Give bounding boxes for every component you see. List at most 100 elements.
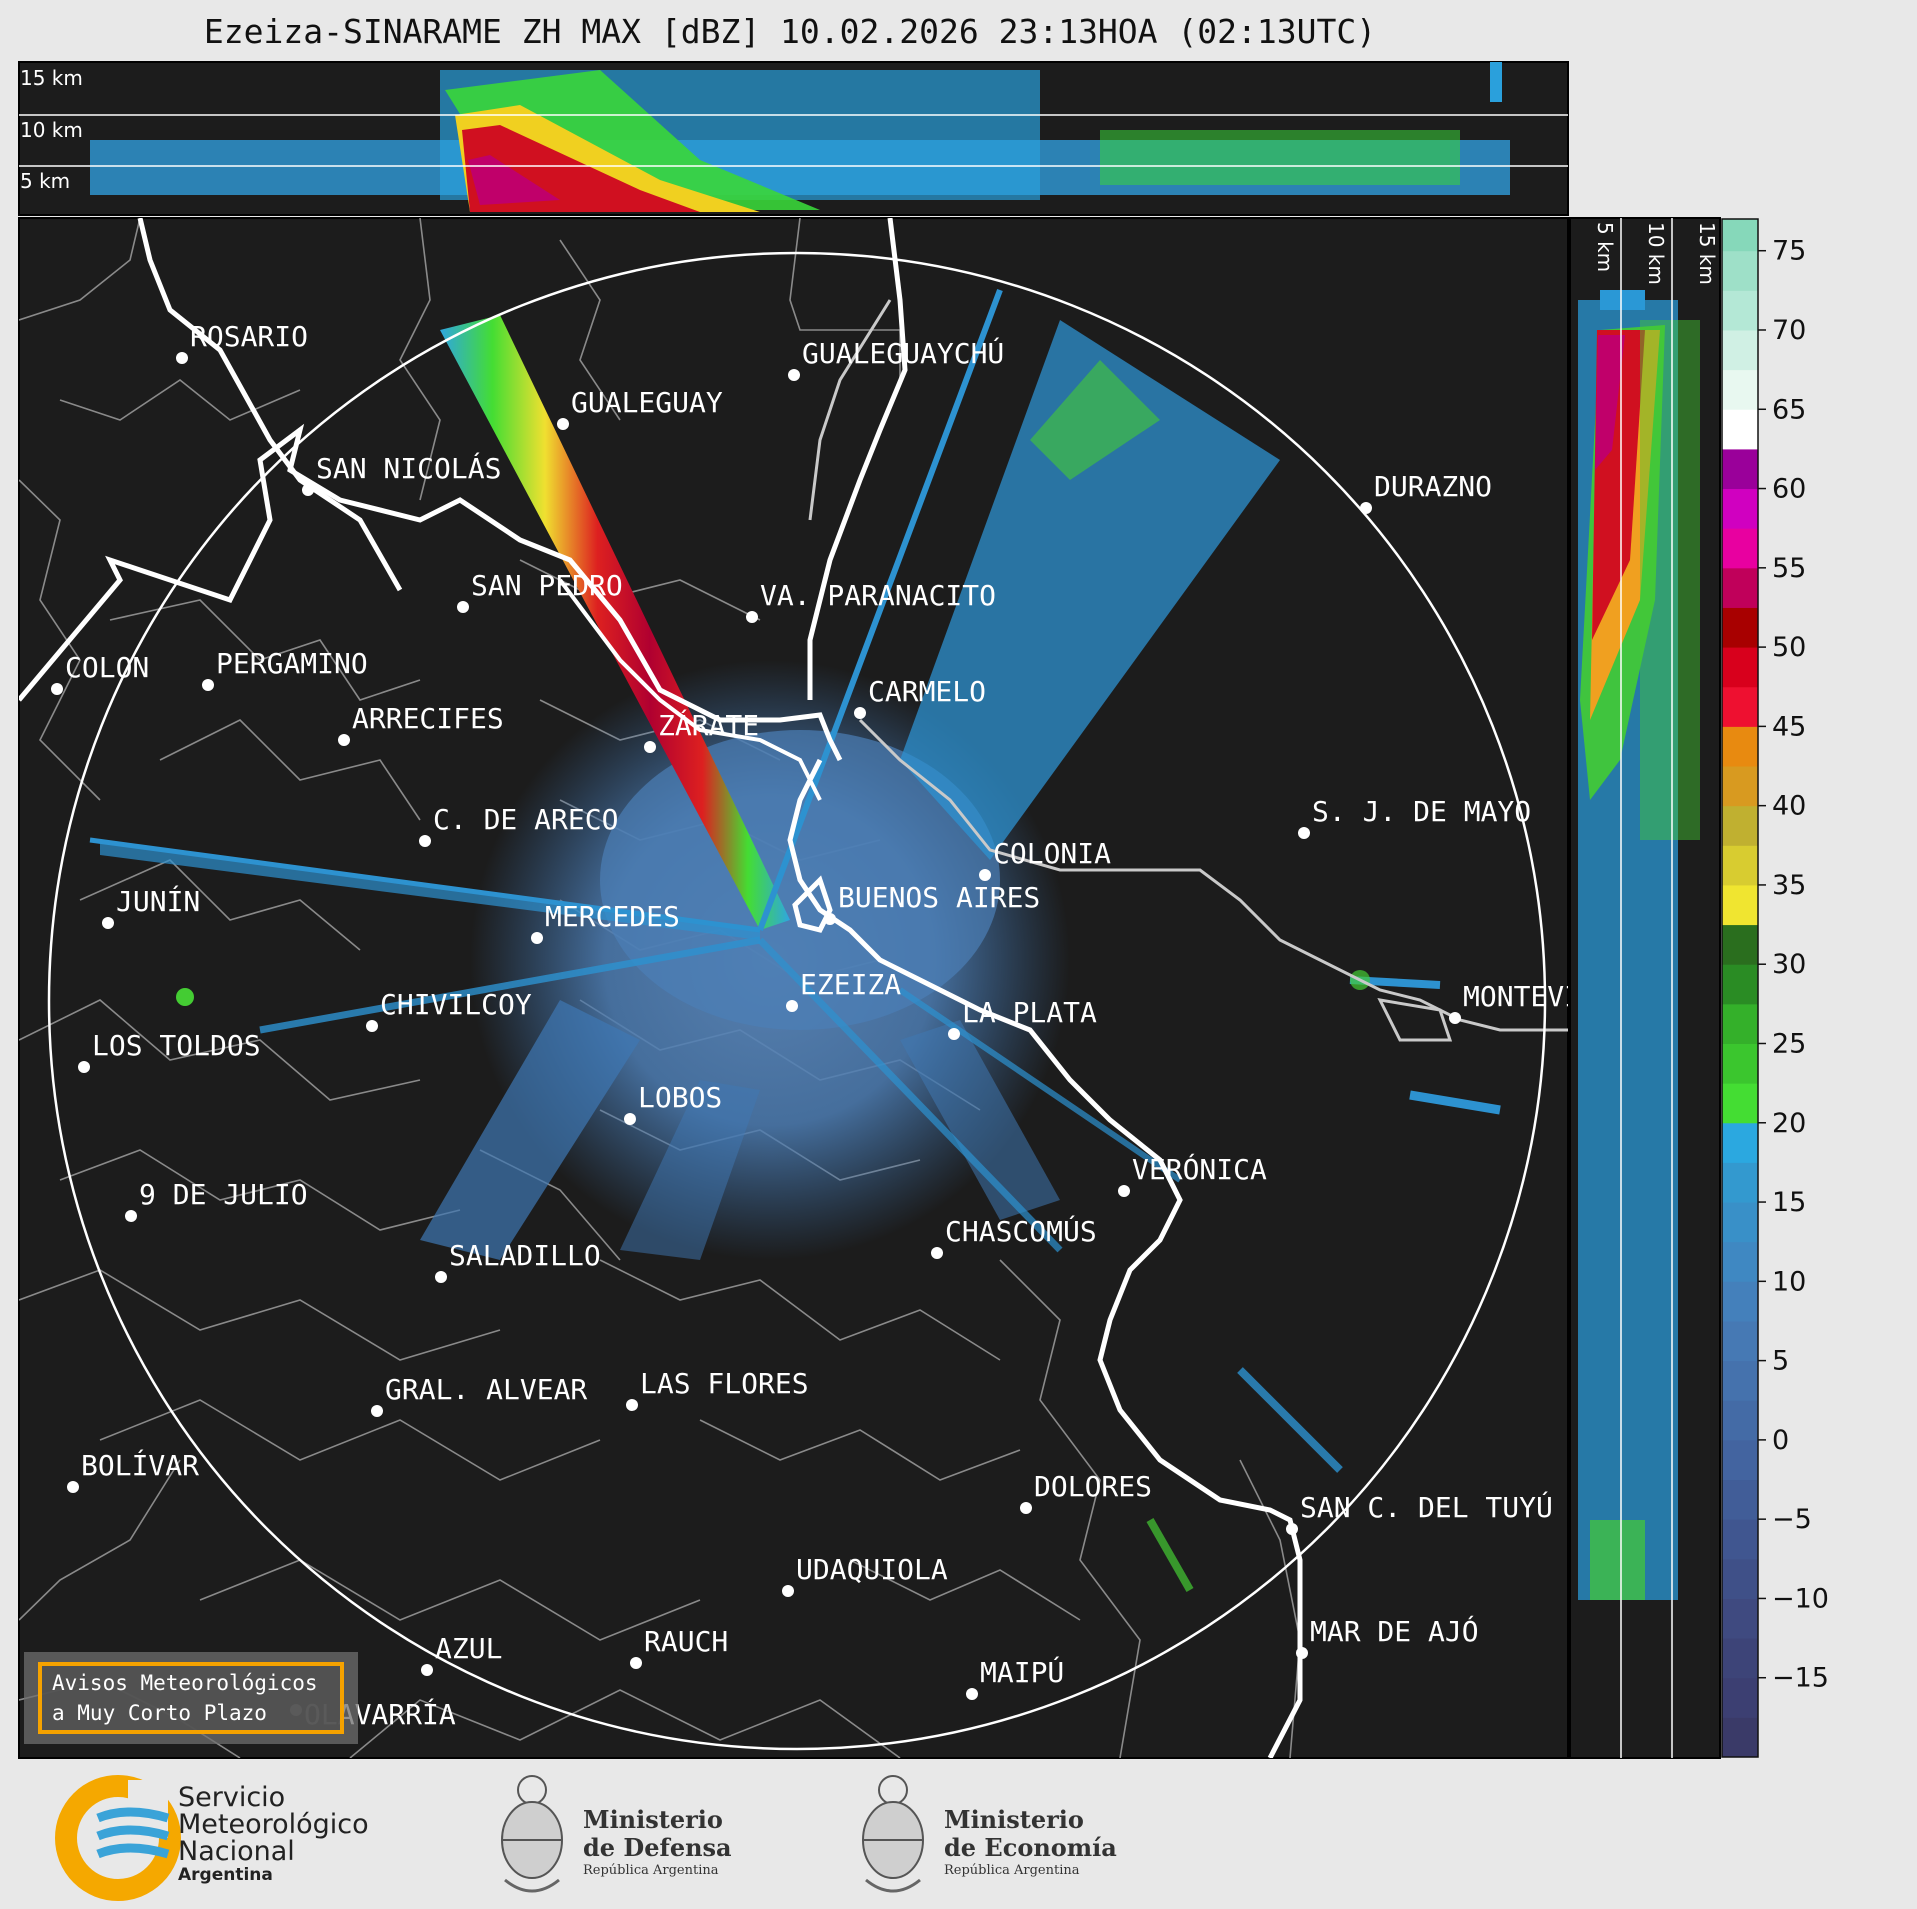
colorbar-tick-label: 75 xyxy=(1772,236,1806,267)
economia-line-3: República Argentina xyxy=(944,1863,1080,1878)
colorbar-band xyxy=(1722,488,1758,529)
city-marker-dolores xyxy=(1020,1502,1032,1514)
smn-logo-text: Servicio Meteorológico Nacional Argentin… xyxy=(178,1784,369,1885)
city-label-azul: AZUL xyxy=(435,1632,502,1665)
colorbar-tick-label: 40 xyxy=(1772,791,1806,822)
city-label-lobos: LOBOS xyxy=(638,1081,722,1114)
colorbar-tick-label: 60 xyxy=(1772,474,1806,505)
city-label-udaquiola: UDAQUIOLA xyxy=(796,1553,948,1586)
colorbar-band xyxy=(1722,1122,1758,1163)
smn-line-1: Servicio xyxy=(178,1782,286,1813)
city-marker-lobos xyxy=(624,1113,636,1125)
economia-line-1: Ministerio xyxy=(944,1805,1084,1834)
city-marker-azul xyxy=(421,1664,433,1676)
colorbar-band xyxy=(1722,1003,1758,1044)
top-height-label-15: 15 km xyxy=(20,66,83,90)
city-label-gral-alvear: GRAL. ALVEAR xyxy=(385,1373,587,1406)
colorbar-band xyxy=(1722,845,1758,886)
city-label-s-j-de-mayo: S. J. DE MAYO xyxy=(1312,795,1531,828)
city-label-las-flores: LAS FLORES xyxy=(640,1367,809,1400)
top-echo-band xyxy=(90,62,1510,212)
defensa-line-1: Ministerio xyxy=(583,1805,723,1834)
city-marker-9-de-julio xyxy=(125,1210,137,1222)
colorbar-band xyxy=(1722,1320,1758,1362)
city-label-pergamino: PERGAMINO xyxy=(216,647,368,680)
colorbar-band xyxy=(1722,1043,1758,1084)
city-label-durazno: DURAZNO xyxy=(1374,470,1492,503)
economia-coat-of-arms xyxy=(862,1775,924,1893)
colorbar-tick-label: 45 xyxy=(1772,711,1806,742)
economia-logo-text: Ministerio de Economía República Argenti… xyxy=(944,1806,1117,1880)
colorbar-band xyxy=(1722,409,1758,450)
chart-title: Ezeiza-SINARAME ZH MAX [dBZ] 10.02.2026 … xyxy=(203,12,1377,51)
city-marker-s-j-de-mayo xyxy=(1298,827,1310,839)
city-marker-chivilcoy xyxy=(366,1020,378,1032)
city-marker-montevideo xyxy=(1449,1012,1461,1024)
city-marker-mercedes xyxy=(531,932,543,944)
city-label-carmelo: CARMELO xyxy=(868,675,986,708)
side-echo-band xyxy=(1578,290,1700,1600)
city-label-san-c-del-tuyu: SAN C. DEL TUYÚ xyxy=(1300,1490,1553,1524)
colorbar-band xyxy=(1722,1519,1758,1560)
colorbar-band xyxy=(1722,647,1758,688)
colorbar-band xyxy=(1722,607,1758,648)
colorbar-band xyxy=(1722,1439,1758,1481)
top-cross-section-panel: 15 km 10 km 5 km xyxy=(18,61,1569,216)
city-marker-mar-de-ajo xyxy=(1296,1647,1308,1659)
city-label-mar-de-ajo: MAR DE AJÓ xyxy=(1310,1614,1479,1648)
colorbar-tick-label: 20 xyxy=(1772,1108,1806,1139)
city-label-gualeguay: GUALEGUAY xyxy=(571,386,723,419)
colorbar-band xyxy=(1722,290,1758,331)
colorbar-band xyxy=(1722,1717,1758,1758)
colorbar-band xyxy=(1722,726,1758,767)
colorbar-tick-label: −15 xyxy=(1772,1663,1829,1694)
city-label-maipu: MAIPÚ xyxy=(980,1655,1064,1689)
city-label-va-paranacito: VA. PARANACITO xyxy=(760,579,996,612)
smn-line-2: Meteorológico xyxy=(178,1809,369,1840)
colorbar-tick-label: 30 xyxy=(1772,949,1806,980)
city-label-rosario: ROSARIO xyxy=(190,320,308,353)
top-height-label-10: 10 km xyxy=(20,118,83,142)
city-label-rauch: RAUCH xyxy=(644,1625,728,1658)
colorbar-band xyxy=(1722,1202,1758,1243)
colorbar-band xyxy=(1722,805,1758,846)
city-label-9-de-julio: 9 DE JULIO xyxy=(139,1178,308,1211)
city-label-arrecifes: ARRECIFES xyxy=(352,702,504,735)
city-marker-junin xyxy=(102,917,114,929)
city-marker-carmelo xyxy=(854,707,866,719)
economia-line-2: de Economía xyxy=(944,1833,1117,1862)
city-marker-durazno xyxy=(1360,502,1372,514)
radar-map-panel: ROSARIO GUALEGUAYCHÚ GUALEGUAY SAN NICOLÁS D… xyxy=(18,217,1569,1759)
city-marker-colonia xyxy=(979,869,991,881)
city-label-colon: COLON xyxy=(65,651,149,684)
colorbar-tick-label: 5 xyxy=(1772,1346,1789,1377)
colorbar-band xyxy=(1722,1162,1758,1203)
colorbar-band xyxy=(1722,528,1758,569)
colorbar-tick-label: 55 xyxy=(1772,553,1806,584)
city-marker-gral-alvear xyxy=(371,1405,383,1417)
city-label-dolores: DOLORES xyxy=(1034,1470,1152,1503)
city-marker-buenos-aires xyxy=(824,913,836,925)
city-marker-san-c-del-tuyu xyxy=(1286,1523,1298,1535)
city-marker-bolivar xyxy=(67,1481,79,1493)
colorbar-band xyxy=(1722,1241,1758,1282)
colorbar-tick-label: 65 xyxy=(1772,394,1806,425)
city-marker-san-pedro xyxy=(457,601,469,613)
city-label-ezeiza: EZEIZA xyxy=(800,968,901,1001)
colorbar-band xyxy=(1722,1281,1758,1322)
city-marker-pergamino xyxy=(202,679,214,691)
colorbar-tick-label: 70 xyxy=(1772,315,1806,346)
city-label-zarate: ZÁRATE xyxy=(658,708,759,742)
very-short-range-warnings-box[interactable]: Avisos Meteorológicos a Muy Corto Plazo xyxy=(38,1662,344,1734)
colorbar-band xyxy=(1722,766,1758,807)
smn-line-4: Argentina xyxy=(178,1865,273,1885)
colorbar-band xyxy=(1722,964,1758,1005)
defensa-logo-text: Ministerio de Defensa República Argentin… xyxy=(583,1806,732,1880)
side-cross-section-panel: 5 km 10 km 15 km xyxy=(1569,217,1721,1759)
colorbar-band xyxy=(1722,884,1758,926)
city-marker-zarate xyxy=(644,741,656,753)
colorbar-band xyxy=(1722,1677,1758,1718)
colorbar-band xyxy=(1722,1400,1758,1441)
